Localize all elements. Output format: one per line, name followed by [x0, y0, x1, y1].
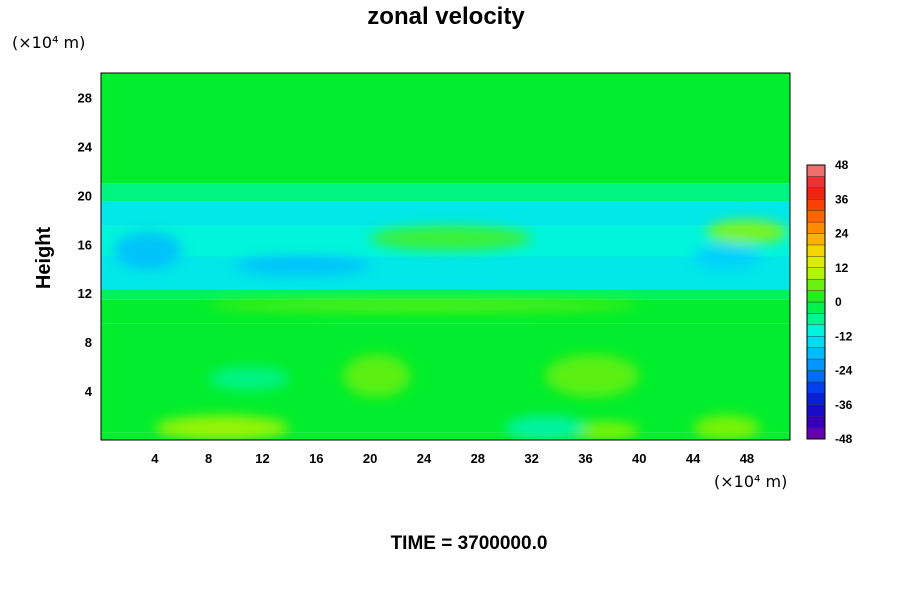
x-tick-label: 44 — [686, 451, 701, 466]
colorbar-segment — [806, 404, 826, 417]
colorbar-segment — [806, 199, 826, 211]
velocity-band-3 — [101, 289, 790, 300]
colorbar — [806, 164, 826, 440]
x-tick-label: 12 — [255, 451, 269, 466]
colorbar-segment — [806, 210, 826, 223]
colorbar-tick-label: -24 — [835, 364, 853, 378]
y-tick-label: 8 — [85, 335, 92, 350]
velocity-bands — [101, 73, 790, 440]
colorbar-segment — [806, 176, 826, 189]
colorbar-tick-label: -48 — [835, 432, 853, 446]
x-tick-label: 48 — [740, 451, 754, 466]
x-tick-label: 40 — [632, 451, 646, 466]
colorbar-segment — [806, 267, 826, 280]
time-label: TIME = 3700000.0 — [391, 533, 548, 554]
colorbar-segment — [806, 256, 826, 268]
colorbar-segment — [806, 393, 826, 405]
colorbar-segment — [806, 427, 826, 440]
velocity-feature-9 — [693, 244, 761, 269]
velocity-feature-11 — [706, 219, 788, 245]
y-tick-label: 4 — [85, 384, 93, 399]
colorbar-segment — [806, 324, 826, 337]
velocity-band-7 — [101, 183, 790, 202]
colorbar-segment — [806, 233, 826, 246]
velocity-feature-3 — [343, 354, 411, 398]
plot-frame — [100, 72, 791, 441]
colorbar-tick-label: 0 — [835, 295, 842, 309]
y-tick-label: 16 — [78, 237, 92, 252]
velocity-features — [114, 219, 788, 440]
velocity-band-8 — [101, 73, 790, 184]
x-tick-label: 36 — [578, 451, 592, 466]
colorbar-segment — [806, 381, 826, 394]
colorbar-segment — [806, 370, 826, 383]
y-tick-label: 12 — [78, 286, 92, 301]
colorbar-ticks: 48 36 24 12 0 -12 -24 -36 -48 — [835, 158, 853, 446]
velocity-band-0 — [101, 432, 790, 440]
velocity-band-4 — [101, 256, 790, 290]
velocity-feature-12 — [208, 299, 640, 312]
x-tick-label: 20 — [363, 451, 377, 466]
colorbar-frame — [806, 164, 826, 440]
velocity-feature-2 — [693, 415, 761, 440]
y-tick-label: 20 — [78, 188, 92, 203]
colorbar-segment — [806, 244, 826, 257]
velocity-feature-8 — [235, 256, 371, 275]
x-tick-label: 32 — [524, 451, 538, 466]
x-tick-label: 24 — [417, 451, 432, 466]
x-tick-label: 4 — [151, 451, 159, 466]
colorbar-segment — [806, 336, 826, 348]
colorbar-segment — [806, 221, 826, 234]
y-axis-label: Height — [33, 227, 55, 290]
colorbar-segment — [806, 278, 826, 291]
colorbar-segment — [806, 290, 826, 303]
colorbar-segment — [806, 164, 826, 177]
colorbar-segment — [806, 347, 826, 360]
y-axis-ticks: 4 8 12 16 20 24 28 — [78, 90, 93, 399]
colorbar-tick-label: 24 — [835, 227, 849, 241]
velocity-feature-7 — [114, 232, 182, 269]
x-tick-label: 16 — [309, 451, 323, 466]
x-axis-ticks: 4 8 12 16 20 24 28 32 36 40 44 48 — [151, 451, 754, 466]
velocity-feature-5 — [504, 415, 586, 440]
velocity-feature-6 — [208, 366, 290, 392]
colorbar-segment — [806, 301, 826, 314]
x-tick-label: 8 — [205, 451, 212, 466]
velocity-band-6 — [101, 201, 790, 226]
velocity-feature-0 — [154, 415, 290, 440]
chart-title: zonal velocity — [367, 3, 525, 30]
colorbar-segment — [806, 313, 826, 326]
colorbar-segment — [806, 358, 826, 371]
colorbar-tick-label: 48 — [835, 158, 849, 172]
x-tick-label: 28 — [471, 451, 485, 466]
y-tick-label: 28 — [78, 90, 92, 105]
x-axis-unit: (×10⁴ m) — [714, 472, 787, 491]
velocity-feature-4 — [545, 354, 640, 398]
plot-area — [101, 73, 790, 440]
y-tick-label: 24 — [78, 139, 93, 154]
colorbar-tick-label: -12 — [835, 329, 853, 343]
colorbar-segment — [806, 415, 826, 428]
y-axis-unit: (×10⁴ m) — [12, 33, 85, 52]
colorbar-tick-label: 36 — [835, 192, 849, 206]
velocity-feature-1 — [572, 421, 640, 440]
colorbar-tick-label: 12 — [835, 261, 849, 275]
colorbar-segment — [806, 187, 826, 200]
velocity-feature-10 — [370, 225, 532, 251]
colorbar-tick-label: -36 — [835, 398, 853, 412]
